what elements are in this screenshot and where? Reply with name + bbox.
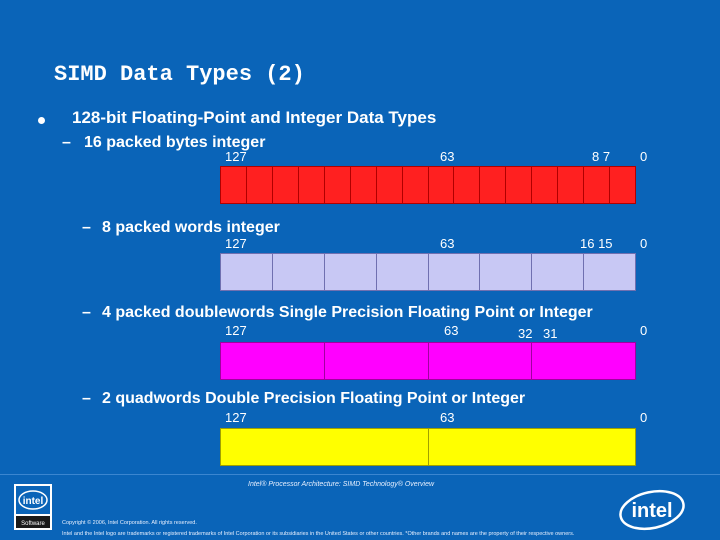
bit-label: 16 15 [580, 236, 613, 251]
bullet-text: 128-bit Floating-Point and Integer Data … [72, 108, 437, 127]
register-cell [480, 254, 533, 290]
register-cell [272, 254, 325, 290]
register-cell [246, 167, 273, 203]
register-cell [428, 167, 455, 203]
row-dash: – [62, 134, 71, 151]
logo-left-text: intel [23, 496, 44, 507]
register-cell [221, 254, 273, 290]
register-cell [584, 254, 635, 290]
bit-label: 8 7 [592, 149, 611, 164]
bit-label: 63 [440, 149, 455, 164]
register-cell [324, 343, 429, 379]
bit-label: 63 [440, 236, 455, 251]
legal-text: Copyright © 2006, Intel Corporation. All… [62, 518, 574, 540]
row-label-words: 8 packed words integer [102, 219, 280, 236]
register-cell [428, 254, 481, 290]
register-cell [480, 167, 507, 203]
row-dash: – [82, 390, 91, 407]
register-cell [532, 167, 559, 203]
bullet-dot-icon [38, 117, 45, 124]
register-cell [454, 167, 481, 203]
row-label-bytes: 16 packed bytes integer [84, 134, 266, 151]
register-cell [610, 167, 635, 203]
bit-label: 31 [543, 326, 558, 341]
register-cell [350, 167, 377, 203]
row-dash: – [82, 219, 91, 236]
register-cell [221, 429, 429, 465]
copyright-line: Copyright © 2006, Intel Corporation. All… [62, 520, 197, 526]
register-cell [376, 254, 429, 290]
bit-label: 127 [225, 236, 247, 251]
register-cell [506, 167, 533, 203]
bit-label: 0 [640, 149, 648, 164]
register-cell [324, 254, 377, 290]
bit-label: 63 [440, 410, 455, 425]
row-label-quadwords: 2 quadwords Double Precision Floating Po… [102, 390, 526, 407]
packed-bytes-register [220, 166, 636, 204]
register-cell [532, 254, 585, 290]
register-cell [272, 167, 299, 203]
footer-caption: Intel® Processor Architecture: SIMD Tech… [248, 481, 435, 488]
bit-label: 32 [518, 326, 533, 341]
intel-logo-icon: intel [618, 488, 690, 532]
bit-label: 0 [640, 236, 648, 251]
register-cell [558, 167, 585, 203]
register-cell [221, 343, 325, 379]
register-cell [221, 167, 247, 203]
register-cell [324, 167, 351, 203]
trademark-line: Intel and the Intel logo are trademarks … [62, 531, 575, 537]
logo-left-sub: Software [21, 521, 45, 527]
slide-title: SIMD Data Types (2) [54, 62, 305, 87]
packed-quadwords-register [220, 428, 636, 466]
packed-doublewords-register [220, 342, 636, 380]
bit-label: 0 [640, 410, 648, 425]
register-cell [298, 167, 325, 203]
register-cell [428, 429, 635, 465]
intel-software-logo-icon: intel Software [14, 484, 52, 530]
register-cell [402, 167, 429, 203]
row-label-doublewords: 4 packed doublewords Single Precision Fl… [102, 304, 593, 321]
register-cell [376, 167, 403, 203]
bit-label: 127 [225, 323, 247, 338]
register-cell [532, 343, 635, 379]
logo-right-text: intel [631, 500, 672, 522]
bit-label: 127 [225, 410, 247, 425]
bit-label: 127 [225, 149, 247, 164]
register-cell [584, 167, 611, 203]
bit-label: 63 [444, 323, 459, 338]
packed-words-register [220, 253, 636, 291]
bit-label: 0 [640, 323, 648, 338]
register-cell [428, 343, 533, 379]
footer-divider [0, 474, 720, 475]
row-dash: – [82, 304, 91, 321]
